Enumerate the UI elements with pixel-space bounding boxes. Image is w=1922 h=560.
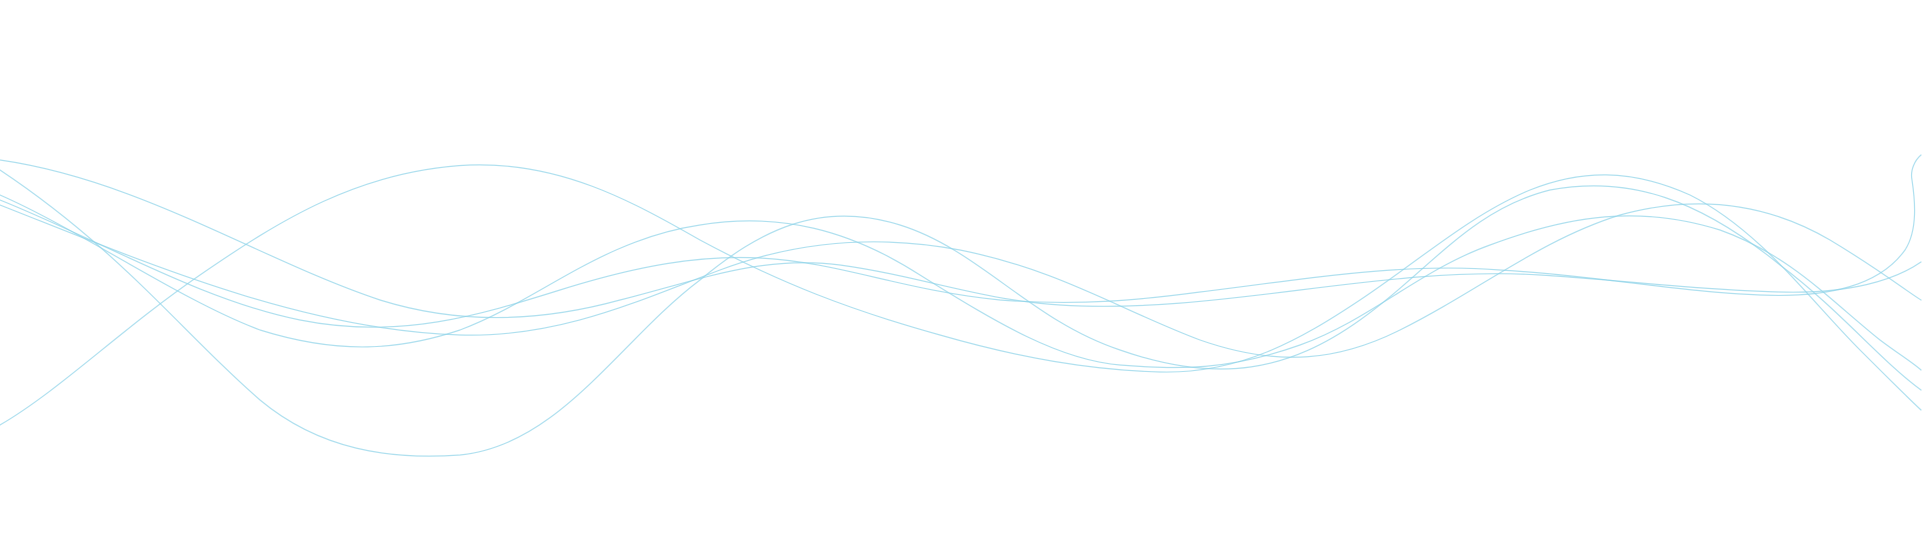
wave-line-5 <box>0 203 1922 358</box>
wave-line-1 <box>0 169 1922 457</box>
wave-line-2 <box>0 194 1922 371</box>
wave-line-4 <box>0 164 1922 426</box>
wave-line-3 <box>0 154 1922 328</box>
wave-line-6 <box>0 159 1922 319</box>
